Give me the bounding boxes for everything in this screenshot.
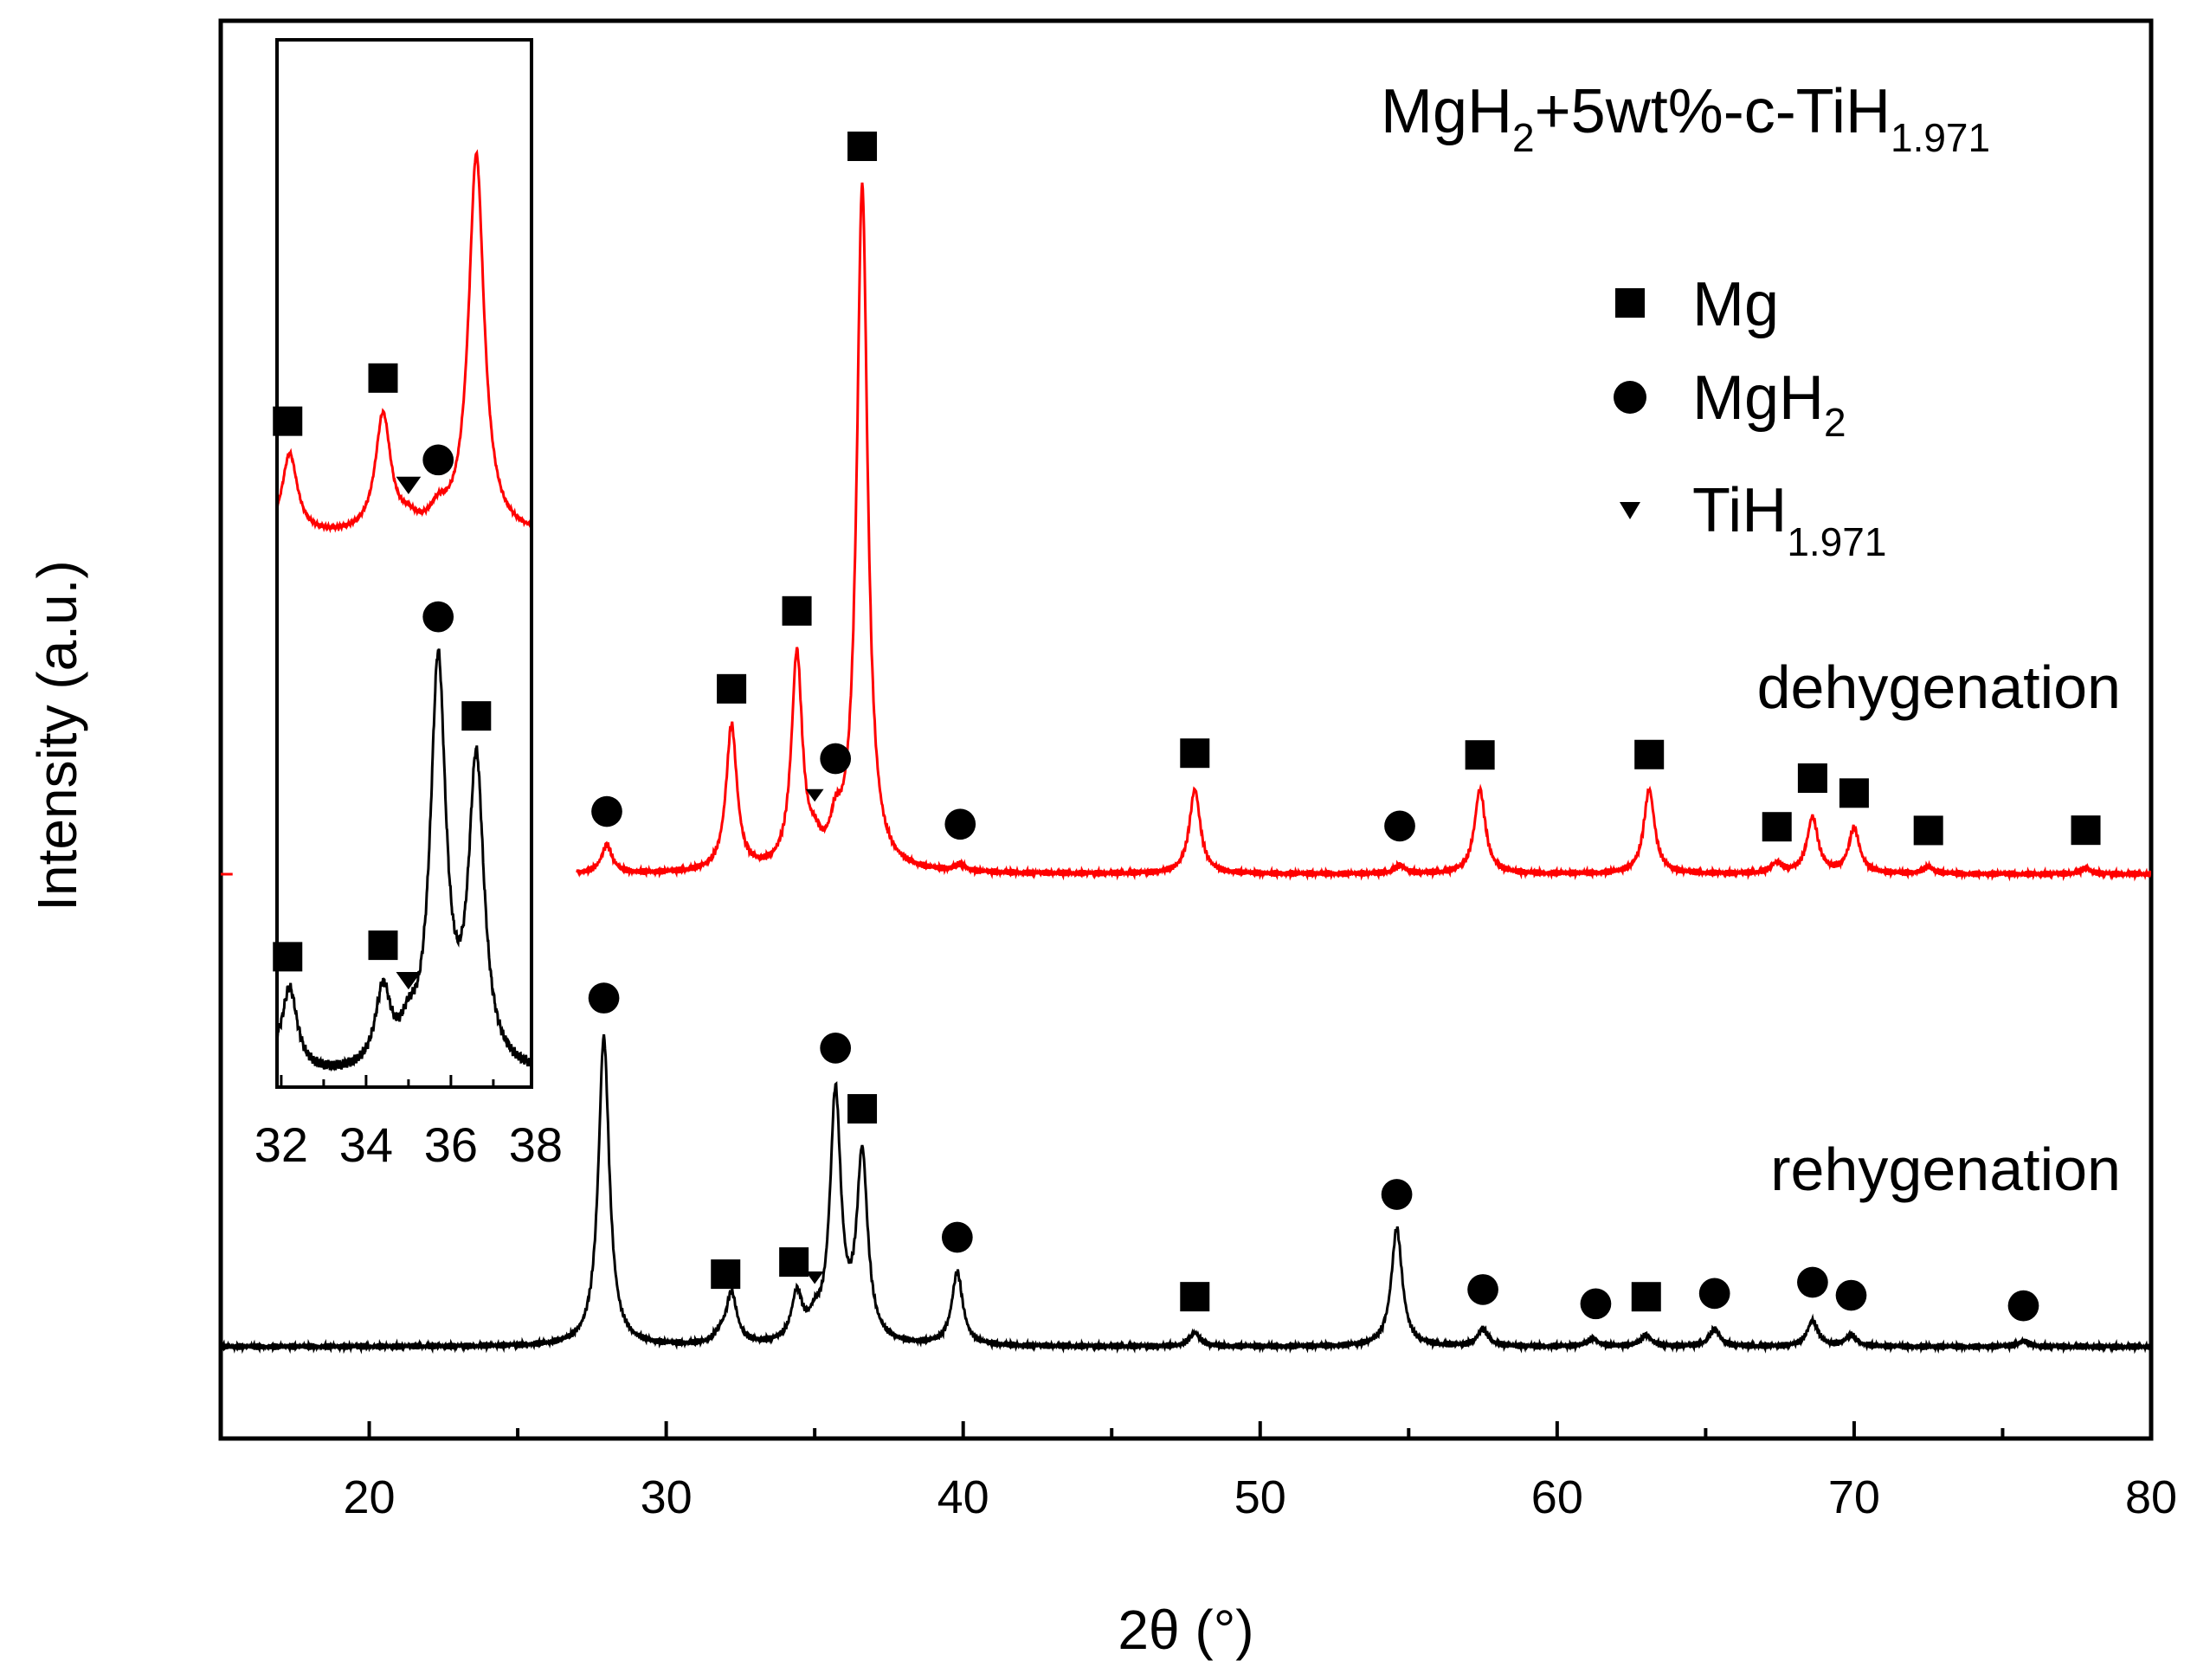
title-part-b: 2 (1512, 115, 1535, 160)
x-tick-label: 50 (1234, 1471, 1286, 1523)
legend-square-icon (1615, 288, 1645, 318)
main-dehygenation-square-marker (1180, 738, 1210, 769)
main-dehygenation-square-marker (1797, 763, 1827, 794)
annotation-rehygenation: rehygenation (1770, 1136, 2121, 1203)
x-tick-label: 70 (1828, 1471, 1880, 1523)
main-rehygenation-circle-marker (1835, 1279, 1867, 1311)
x-tick-label: 80 (2125, 1471, 2177, 1523)
annotation-dehygenation: dehygenation (1757, 653, 2121, 721)
title-part-a: MgH (1381, 77, 1512, 146)
main-dehygenation-square-marker (1839, 778, 1869, 808)
inset-rehygenation-triangle-marker (396, 972, 422, 990)
main-rehygenation-circle-marker (1467, 1274, 1498, 1305)
plot-frame (218, 18, 2154, 1441)
x-axis-title: 2θ (°) (1118, 1599, 1253, 1661)
legend-mgh2-main: MgH (1692, 364, 1824, 433)
chart-title: MgH2+5wt%-c-TiH1.971 (1381, 77, 1990, 160)
main-dehygenation-square-marker (2071, 815, 2101, 846)
inset-background (277, 40, 532, 1087)
legend-mgh2-sub: 2 (1824, 400, 1846, 445)
x-axis: 20 30 40 50 60 70 80 (219, 1421, 2177, 1523)
legend: Mg MgH2 TiH1.971 (1614, 270, 1886, 564)
inset-rehygenation-square-marker (461, 701, 492, 731)
main-rehygenation-circle-marker (588, 982, 620, 1014)
inset-frame (275, 38, 533, 1089)
main-dehygenation-square-marker (1762, 812, 1792, 842)
inset-dehygenation-circle-marker (422, 444, 454, 476)
inset-rehygenation-pattern-line (277, 648, 532, 1072)
main-dehygenation-square-marker (847, 132, 878, 162)
main-rehygenation-circle-marker (941, 1221, 973, 1253)
main-dehygenation-triangle-marker (805, 789, 824, 802)
main-dehygenation-square-marker (717, 673, 747, 704)
main-rehygenation-circle-marker (1797, 1266, 1828, 1298)
main-rehygenation-square-marker (779, 1247, 809, 1278)
main-rehygenation-circle-marker (820, 1032, 852, 1064)
inset-x-tick-label: 34 (339, 1117, 393, 1172)
legend-circle-icon (1614, 381, 1646, 414)
dehygenation-pattern-line (221, 182, 2151, 882)
main-series-group (221, 182, 2151, 1355)
legend-label-tih: TiH1.971 (1692, 476, 1886, 564)
main-rehygenation-square-marker (1631, 1282, 1661, 1312)
x-tick-label: 20 (343, 1471, 395, 1523)
main-rehygenation-circle-marker (1580, 1288, 1612, 1320)
x-tick-label: 30 (641, 1471, 693, 1523)
title-part-c: +5wt%-c-TiH (1535, 77, 1891, 146)
legend-mg-main: Mg (1692, 270, 1779, 339)
main-dehygenation-circle-marker (944, 808, 976, 840)
main-dehygenation-square-marker (782, 595, 812, 626)
main-dehygenation-circle-marker (591, 795, 622, 827)
inset-dehygenation-square-marker (368, 363, 398, 393)
main-dehygenation-circle-marker (820, 743, 852, 775)
inset-x-tick-label: 32 (254, 1117, 308, 1172)
inset: 32 34 36 38 (254, 38, 563, 1172)
main-rehygenation-square-marker (847, 1094, 878, 1124)
main-rehygenation-square-marker (711, 1259, 741, 1290)
legend-tih-main: TiH (1692, 476, 1787, 545)
main-dehygenation-square-marker (1634, 739, 1665, 769)
main-dehygenation-square-marker (1913, 815, 1943, 846)
x-tick-label: 40 (937, 1471, 989, 1523)
inset-dehygenation-pattern-line (277, 149, 532, 534)
inset-rehygenation-circle-marker (422, 601, 454, 633)
title-part-d: 1.971 (1891, 115, 1990, 160)
inset-x-tick-label: 38 (509, 1117, 563, 1172)
inset-rehygenation-square-marker (368, 930, 398, 961)
legend-label-mgh2: MgH2 (1692, 364, 1846, 445)
main-dehygenation-circle-marker (1384, 810, 1415, 842)
rehygenation-pattern-line (221, 1033, 2151, 1355)
inset-x-axis: 32 34 36 38 (254, 1075, 563, 1172)
legend-tih-sub: 1.971 (1787, 519, 1886, 564)
inset-x-tick-label: 36 (424, 1117, 478, 1172)
main-rehygenation-circle-marker (1698, 1278, 1730, 1310)
y-axis-title: Intensity (a.u.) (26, 560, 88, 911)
inset-series-group (277, 149, 532, 1072)
main-rehygenation-triangle-marker (805, 1271, 824, 1284)
main-rehygenation-circle-marker (1381, 1179, 1413, 1210)
main-markers-group (588, 132, 2101, 1322)
main-rehygenation-square-marker (1180, 1282, 1210, 1312)
legend-label-mg: Mg (1692, 270, 1779, 339)
x-tick-label: 60 (1531, 1471, 1583, 1523)
inset-dehygenation-triangle-marker (396, 476, 422, 494)
legend-triangle-icon (1620, 502, 1640, 519)
main-rehygenation-circle-marker (2007, 1290, 2039, 1322)
main-dehygenation-square-marker (1465, 740, 1495, 770)
